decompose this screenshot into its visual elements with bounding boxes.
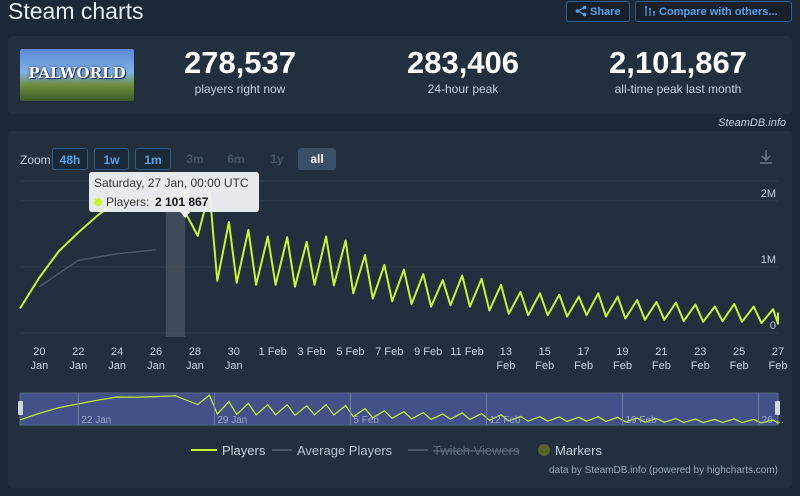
tooltip-date: Saturday, 27 Jan, 00:00 UTC [94,176,249,190]
navigator: 22 Jan 29 Jan 5 Feb 12 Feb 19 Feb 26 ... [18,392,784,426]
game-logo-text: PALWORLD [28,64,126,82]
navigator-series [19,394,779,425]
x-tick-label: Feb [574,360,593,372]
chart-panel: SteamDB.info Zoom 48h 1w 1m 3m 6m 1y all… [8,117,792,488]
x-tick-label: Jan [186,360,204,372]
legend-item[interactable]: Markers [555,443,602,458]
stat-24h-peak: 283,406 24-hour peak [363,45,563,97]
x-tick-label: 5 Feb [336,346,364,358]
x-tick-label: 11 Feb [450,346,483,358]
tooltip-pointer [180,212,191,218]
stat-players-now: 278,537 players right now [140,45,340,97]
x-tick-label: 20 [33,346,45,358]
stat-value: 278,537 [183,45,297,80]
hover-band [165,181,186,337]
highcharts-credit[interactable]: data by SteamDB.info (powered by highcha… [549,465,778,476]
x-tick-label: 26 [150,346,162,358]
zoom-6m-button[interactable]: 6m [227,152,245,166]
x-tick-label: 19 [616,346,628,358]
x-tick-label: Jan [108,360,126,372]
navigator-range [20,393,778,425]
x-tick-label: 9 Feb [414,346,442,358]
x-tick-label: Feb [691,360,710,372]
page-title: Steam charts [8,0,144,24]
x-tick-label: Feb [496,360,515,372]
x-tick-label: 30 [228,346,240,358]
x-tick-label: Feb [730,360,749,372]
zoom-label: Zoom [20,153,51,167]
series-average-players [38,248,157,288]
x-tick-label: Jan [31,360,49,372]
legend-item[interactable]: Twitch Viewers [433,443,520,458]
x-tick-label: 15 [539,346,551,358]
tooltip: Saturday, 27 Jan, 00:00 UTC Players: 2 101… [89,172,259,218]
y-tick-label: 1M [761,254,776,266]
tooltip-value: 2 101 867 [155,195,209,209]
x-tick-label: Feb [535,360,554,372]
x-tick-label: 7 Feb [375,346,403,358]
gridlines [20,180,778,334]
x-tick-label: Jan [69,360,87,372]
x-tick-label: 22 [72,346,84,358]
navigator-tick-label: 12 Feb [489,415,521,426]
compare-icon [645,6,655,16]
x-tick-label: 13 [500,346,512,358]
navigator-handle-left [18,401,23,415]
zoom-all-button[interactable]: all [298,148,336,170]
site-credit[interactable]: SteamDB.info [718,117,786,129]
x-tick-label: Feb [613,360,632,372]
tooltip-box [89,172,259,212]
x-tick-label: 17 [578,346,590,358]
zoom-1w-button[interactable]: 1w [94,148,129,170]
tooltip-series: Players: [106,195,149,209]
x-tick-label: Feb [652,360,671,372]
x-tick-label: 21 [655,346,667,358]
legend-item[interactable]: Players [222,443,266,458]
y-tick-label: 0 [770,320,776,332]
zoom-1m-button[interactable]: 1m [135,148,171,170]
navigator-tick-label: 5 Feb [353,415,379,426]
x-tick-label: 1 Feb [259,346,287,358]
stats-panel: PALWORLD 278,537 players right now 283,4… [8,36,792,114]
legend: Players Average Players Twitch Viewers Mark… [191,443,602,458]
stat-value: 2,101,867 [609,45,747,80]
legend-swatch [538,444,550,456]
compare-button[interactable]: Compare with others... [635,1,792,22]
game-logo[interactable]: PALWORLD [20,49,134,101]
share-label: Share [590,6,621,18]
x-tick-label: 24 [111,346,123,358]
tooltip-swatch [94,198,102,206]
stat-label: all-time peak last month [614,82,742,96]
legend-item[interactable]: Average Players [297,443,393,458]
navigator-tick-label: 26 ... [762,415,784,426]
stat-label: 24-hour peak [427,82,499,96]
x-tick-label: 23 [694,346,706,358]
series-players [19,189,779,325]
share-button[interactable]: Share [566,1,630,22]
x-tick-label: Feb [769,360,788,372]
stat-value: 283,406 [406,45,520,80]
share-icon [575,5,587,17]
x-tick-label: 3 Feb [297,346,325,358]
x-tick-label: Jan [225,360,243,372]
y-tick-label: 2M [761,188,776,200]
navigator-tick-label: 29 Jan [217,415,247,426]
x-tick-label: 28 [189,346,201,358]
stat-all-time-peak: 2,101,867 all-time peak last month [578,45,778,97]
compare-label: Compare with others... [659,6,778,18]
stat-label: players right now [194,82,286,96]
navigator-tick-label: 19 Feb [626,415,658,426]
navigator-tick-label: 22 Jan [81,415,111,426]
x-tick-label: Jan [147,360,165,372]
zoom-3m-button[interactable]: 3m [186,152,204,166]
players-chart[interactable]: 0 1M 2M 20 Jan 22 Jan 24 Jan 26 Jan 28 Jan 30 Jan 1 Feb… [8,131,792,488]
zoom-48h-button[interactable]: 48h [52,148,88,170]
x-tick-label: 25 [733,346,745,358]
zoom-1y-button[interactable]: 1y [270,152,284,166]
download-icon[interactable] [758,149,774,165]
page-header: Steam charts Share Compare with others..… [0,0,800,34]
navigator-handle-right [775,401,780,415]
x-tick-label: 27 [772,346,784,358]
